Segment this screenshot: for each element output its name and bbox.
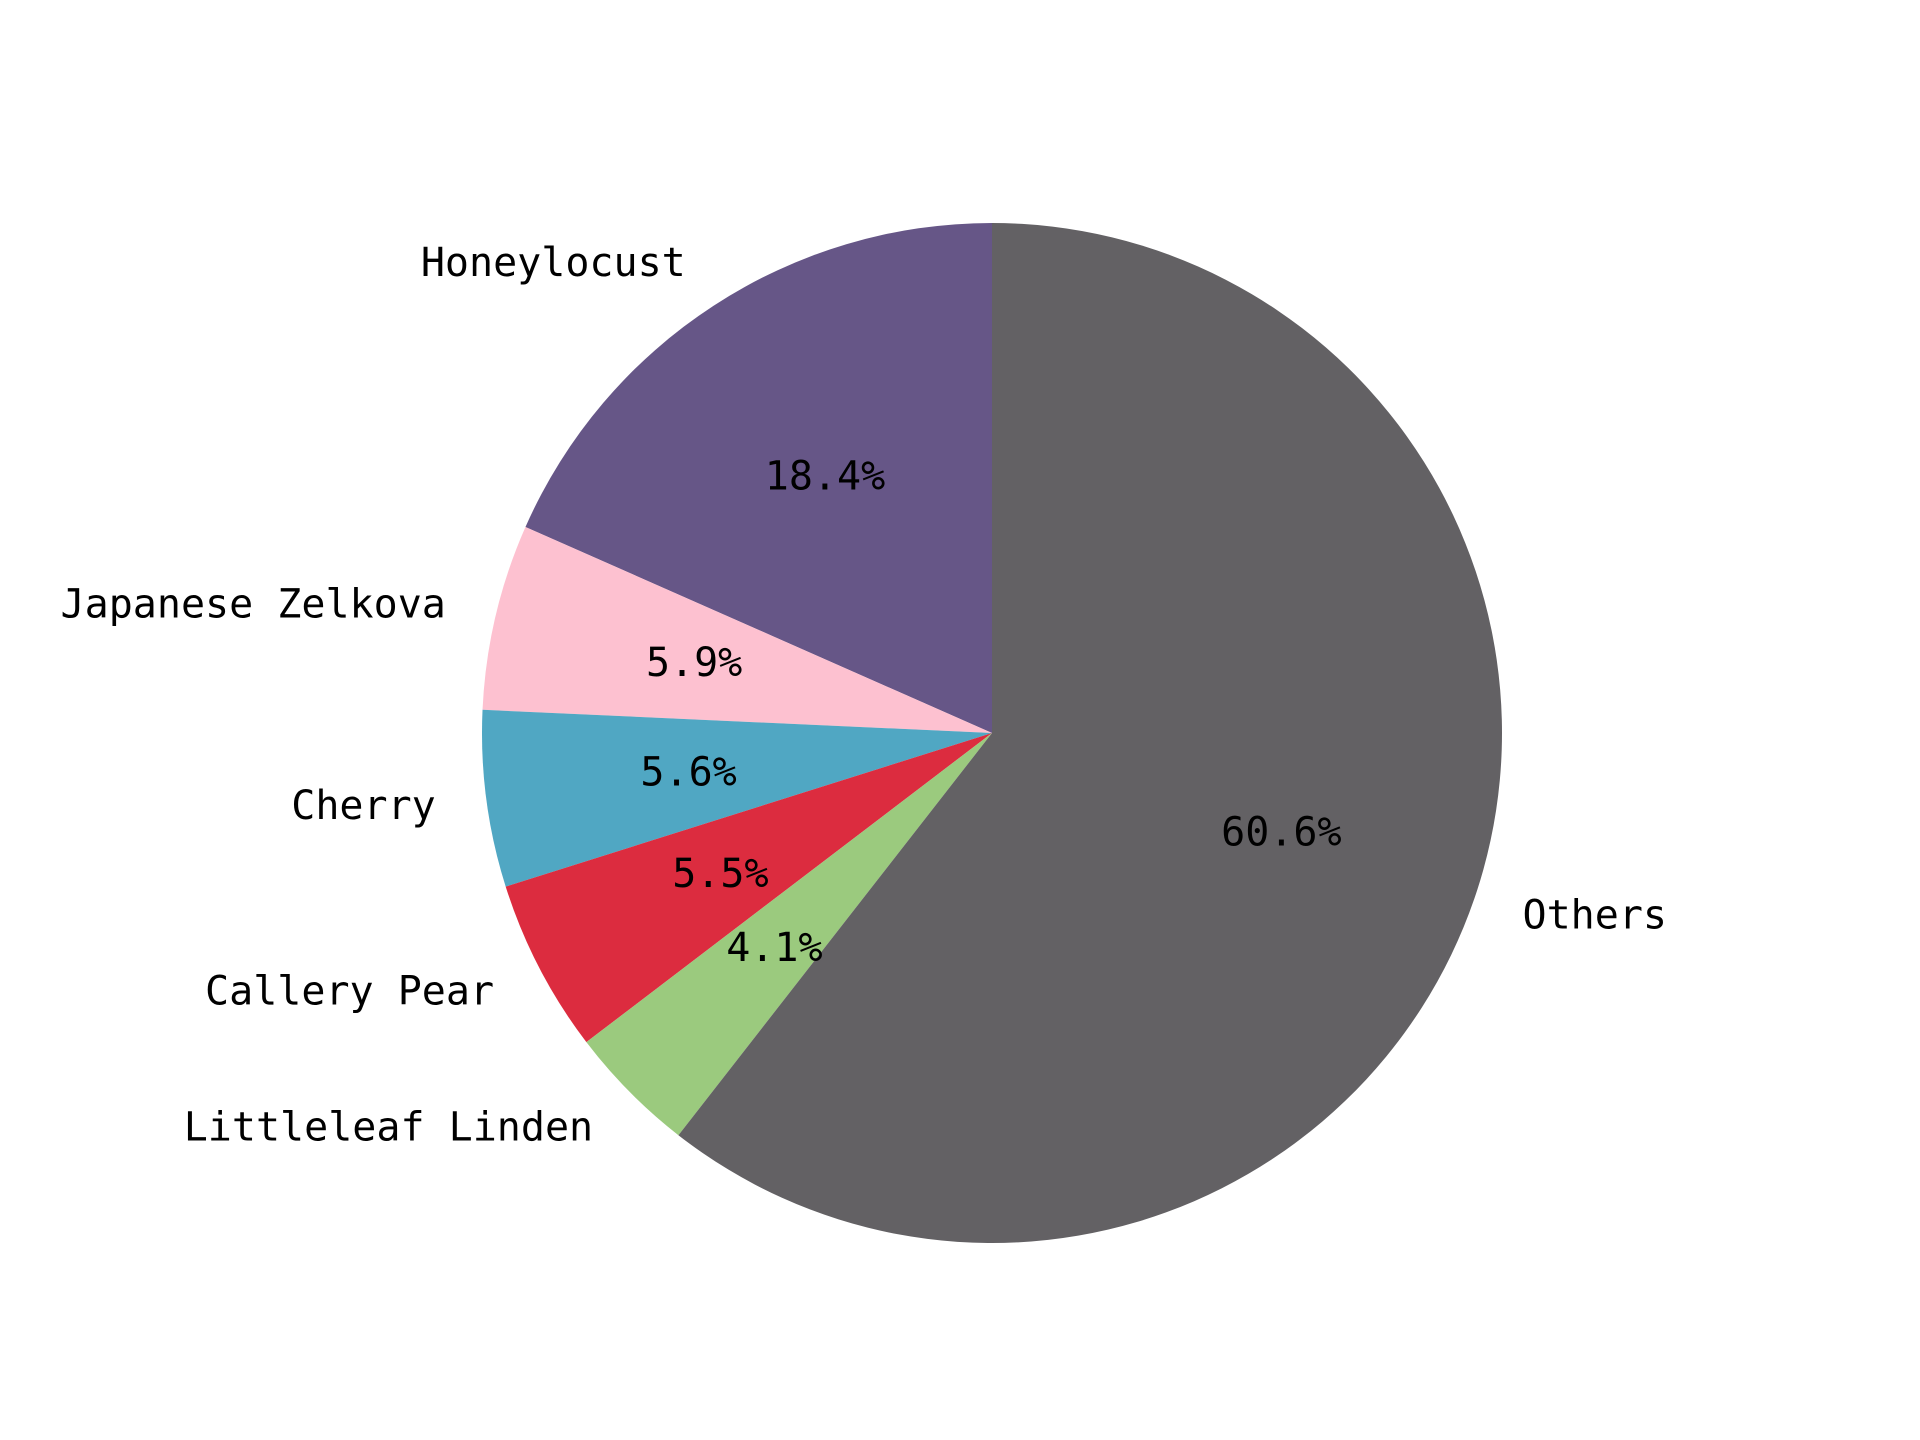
slice-label-5: Others [1523,892,1668,938]
pie-slice-5 [678,223,1503,1243]
pie-labels: Honeylocust 18.4% Japanese Zelkova 5.9% Cher… [61,240,1667,1151]
slice-label-2: Cherry [291,783,436,829]
slice-label-4: Littleleaf Linden [184,1105,593,1151]
pie-slice-1 [482,526,992,733]
slice-pct-label-2: 5.6% [640,750,736,796]
slice-pct-label-4: 4.1% [726,925,822,971]
pie-slice-2 [482,709,992,887]
pie-slices [482,223,1503,1243]
slice-pct-label-5: 60.6% [1221,809,1341,855]
slice-pct-label-0: 18.4% [765,454,885,500]
slice-label-0: Honeylocust [421,240,686,286]
pie-slice-3 [505,733,992,1043]
slice-pct-label-3: 5.5% [672,851,768,897]
pie-slice-0 [525,223,992,733]
slice-label-1: Japanese Zelkova [61,582,446,628]
slice-label-3: Callery Pear [205,968,494,1014]
pie-slice-4 [586,733,992,1136]
slice-pct-label-1: 5.9% [646,640,742,686]
